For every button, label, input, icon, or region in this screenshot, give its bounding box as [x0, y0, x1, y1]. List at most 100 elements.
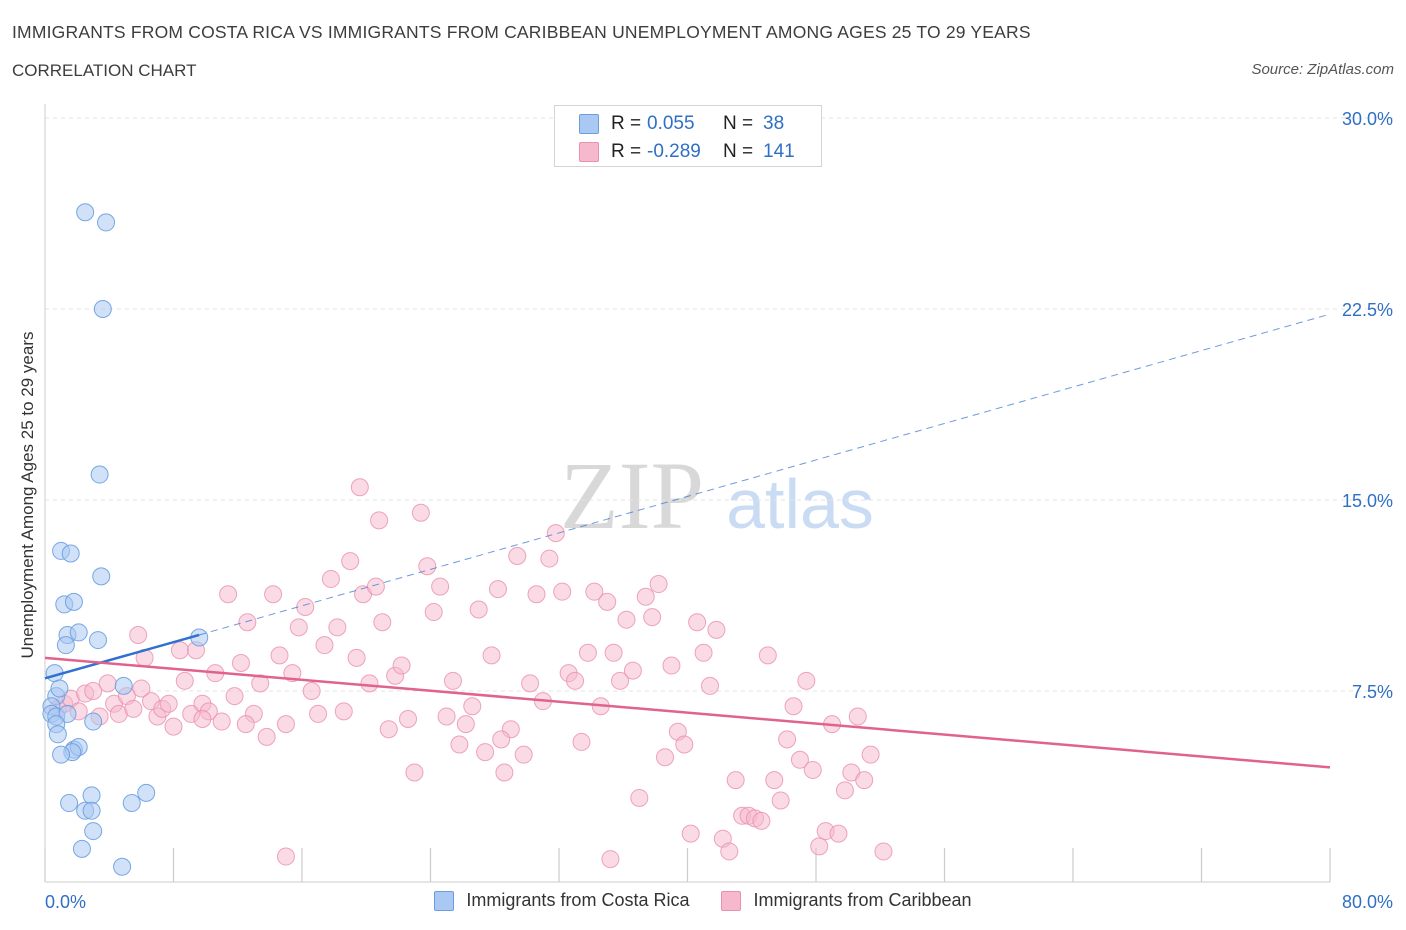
- caribbean-point: [636, 587, 655, 606]
- caribbean-point: [778, 730, 797, 749]
- caribbean-point: [373, 613, 392, 632]
- costa-rica-trend-extension: [199, 313, 1331, 636]
- caribbean-point: [758, 646, 777, 665]
- caribbean-point: [546, 524, 565, 543]
- costa-rica-point: [92, 567, 111, 586]
- caribbean-point: [566, 671, 585, 690]
- caribbean-point: [392, 656, 411, 675]
- caribbean-point: [418, 557, 437, 576]
- costa-rica-point: [60, 794, 79, 813]
- legend-r-label: R =: [611, 113, 642, 134]
- caribbean-point: [649, 575, 668, 594]
- caribbean-point: [797, 671, 816, 690]
- x-tick-label-0: 0.0%: [45, 892, 86, 912]
- caribbean-point: [604, 643, 623, 662]
- legend-row-costa-rica: R = 0.055 N = 38: [579, 112, 784, 136]
- caribbean-point: [328, 618, 347, 637]
- legend-n-value: 141: [763, 141, 795, 162]
- caribbean-point: [482, 646, 501, 665]
- legend-row-caribbean: R = -0.289 N = 141: [579, 140, 795, 164]
- y-tick-label: 30.0%: [1342, 109, 1393, 129]
- caribbean-point: [835, 781, 854, 800]
- caribbean-point: [450, 735, 469, 754]
- caribbean-point: [521, 674, 540, 693]
- watermark-zip: ZIP: [560, 442, 704, 549]
- caribbean-point: [514, 745, 533, 764]
- grid-lines: [45, 117, 1395, 692]
- legend-n-label: N =: [723, 113, 754, 134]
- costa-rica-point: [122, 794, 141, 813]
- caribbean-point: [765, 771, 784, 790]
- costa-rica-point: [113, 857, 132, 876]
- caribbean-point: [681, 824, 700, 843]
- y-tick-labels: 7.5% 15.0% 22.5% 30.0%: [1342, 109, 1393, 702]
- caribbean-point: [212, 712, 231, 731]
- caribbean-swatch: [721, 890, 742, 911]
- costa-rica-point: [48, 725, 67, 744]
- caribbean-point: [334, 702, 353, 721]
- caribbean-point: [296, 597, 315, 616]
- caribbean-point: [707, 620, 726, 639]
- costa-rica-point: [97, 213, 116, 232]
- caribbean-point: [159, 694, 178, 713]
- chart-source: Source: ZipAtlas.com: [1251, 61, 1394, 78]
- caribbean-point: [175, 671, 194, 690]
- caribbean-point: [720, 842, 739, 861]
- caribbean-point: [598, 592, 617, 611]
- legend-label-costa-rica: Immigrants from Costa Rica: [466, 890, 690, 910]
- caribbean-point: [264, 585, 283, 604]
- caribbean-point: [508, 547, 527, 566]
- caribbean-point: [225, 687, 244, 706]
- caribbean-point: [771, 791, 790, 810]
- caribbean-point: [405, 763, 424, 782]
- legend-r-value: -0.289: [647, 141, 701, 162]
- costa-rica-point: [90, 465, 109, 484]
- caribbean-point: [726, 771, 745, 790]
- legend-r-label: R =: [611, 141, 642, 162]
- caribbean-point: [341, 552, 360, 571]
- caribbean-point: [662, 656, 681, 675]
- caribbean-point: [572, 732, 591, 751]
- caribbean-point: [810, 837, 829, 856]
- chart-title: IMMIGRANTS FROM COSTA RICA VS IMMIGRANTS…: [12, 22, 1031, 42]
- costa-rica-trend-line: [44, 633, 200, 680]
- caribbean-point: [585, 582, 604, 601]
- caribbean-point: [803, 760, 822, 779]
- legend-item-caribbean[interactable]: Immigrants from Caribbean: [721, 890, 972, 911]
- costa-rica-point: [58, 704, 77, 723]
- costa-rica-swatch: [579, 114, 599, 134]
- caribbean-point: [495, 763, 514, 782]
- caribbean-point: [688, 613, 707, 632]
- legend-n-label: N =: [723, 141, 754, 162]
- caribbean-point: [231, 653, 250, 672]
- legend-item-costa-rica[interactable]: Immigrants from Costa Rica: [434, 890, 689, 911]
- caribbean-point: [463, 697, 482, 716]
- caribbean-point: [257, 727, 276, 746]
- caribbean-point: [700, 676, 719, 695]
- watermark: ZIP atlas: [560, 442, 874, 549]
- caribbean-point: [492, 730, 511, 749]
- costa-rica-swatch: [434, 890, 455, 911]
- caribbean-point: [694, 643, 713, 662]
- caribbean-point: [656, 748, 675, 767]
- trend-lines: [44, 313, 1331, 769]
- caribbean-point: [129, 625, 148, 644]
- x-tick-label-80: 80.0%: [1342, 892, 1393, 912]
- caribbean-point: [431, 577, 450, 596]
- x-ticks: [44, 848, 1331, 882]
- caribbean-point: [350, 478, 369, 497]
- y-tick-label: 7.5%: [1352, 682, 1393, 702]
- caribbean-point: [643, 608, 662, 627]
- costa-rica-point: [61, 544, 80, 563]
- caribbean-point: [476, 743, 495, 762]
- caribbean-point: [527, 585, 546, 604]
- caribbean-point: [170, 641, 189, 660]
- caribbean-point: [752, 811, 771, 830]
- caribbean-point: [469, 600, 488, 619]
- caribbean-point: [437, 707, 456, 726]
- caribbean-point: [132, 679, 151, 698]
- legend-r-value: 0.055: [647, 113, 695, 134]
- caribbean-point: [270, 646, 289, 665]
- y-tick-label: 15.0%: [1342, 491, 1393, 511]
- chart-subtitle: CORRELATION CHART: [12, 61, 197, 80]
